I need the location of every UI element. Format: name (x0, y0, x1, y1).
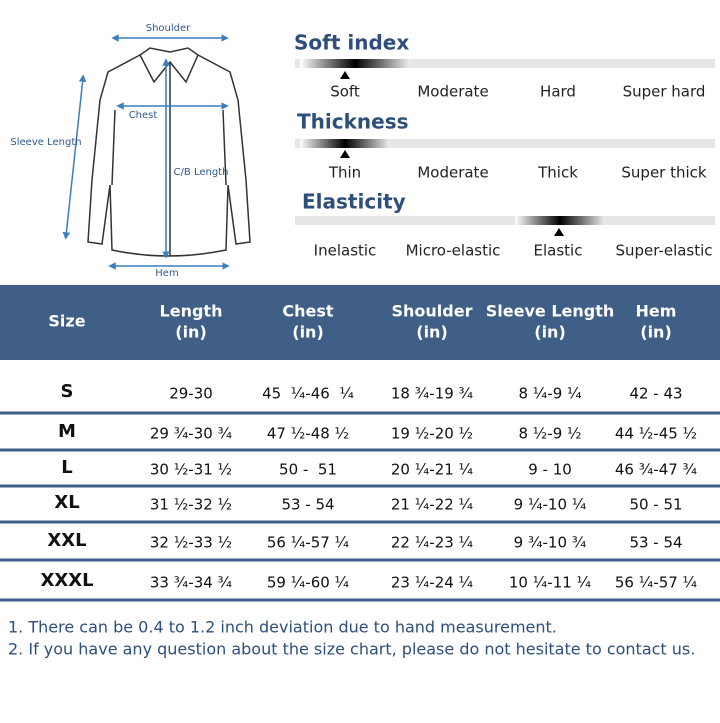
measure-arrows (62, 34, 230, 270)
header-cell: Sleeve Length (486, 302, 615, 321)
index-level: Hard (540, 83, 576, 101)
index-level: Inelastic (314, 242, 377, 260)
table-cell: 29 ¾-30 ¾ (150, 425, 233, 443)
index-level: Thick (537, 164, 578, 182)
label: Chest (129, 110, 158, 121)
index-level: Thin (328, 164, 361, 182)
table-cell: 33 ¾-34 ¾ (150, 574, 233, 592)
table-cell: 46 ¾-47 ¾ (615, 461, 698, 479)
table-cell: 18 ¾-19 ¾ (391, 385, 474, 403)
table-cell: 56 ¼-57 ¼ (615, 574, 698, 592)
header-cell: Shoulder (392, 302, 473, 321)
table-cell: 42 - 43 (629, 385, 682, 403)
index-level: Elastic (534, 242, 583, 260)
table-cell: 59 ¼-60 ¼ (267, 574, 350, 592)
index-title: Thickness (297, 110, 409, 134)
header-cell: Hem (636, 302, 677, 321)
header-cell: Length (160, 302, 223, 321)
note: 1. There can be 0.4 to 1.2 inch deviatio… (8, 618, 557, 637)
header-cell: (in) (534, 323, 566, 342)
header-cell: (in) (292, 323, 324, 342)
table-cell: 30 ½-31 ½ (150, 461, 232, 479)
table-cell: 9 ¼-10 ¼ (514, 496, 587, 514)
index-level: Moderate (417, 83, 488, 101)
header-cell: Chest (282, 302, 334, 321)
table-header-bg (0, 285, 720, 360)
index-level: Super hard (623, 83, 706, 101)
table-cell: 29-30 (169, 385, 213, 403)
size-cell: M (58, 421, 76, 442)
table-cell: 20 ¼-21 ¼ (391, 461, 474, 479)
header-cell: Size (48, 312, 85, 331)
table-cell: 23 ¼-24 ¼ (391, 574, 474, 592)
table-cell: 22 ¼-23 ¼ (391, 534, 474, 552)
index-level: Micro-elastic (406, 242, 501, 260)
shirt-drawing (87, 47, 251, 257)
index-bars (295, 59, 715, 236)
index-level: Super thick (621, 164, 707, 182)
table-cell: 10 ¼-11 ¼ (509, 574, 592, 592)
header-cell: (in) (640, 323, 672, 342)
table-cell: 50 - 51 (279, 461, 337, 479)
index-level: Moderate (417, 164, 488, 182)
header-cell: (in) (175, 323, 207, 342)
size-cell: L (61, 457, 72, 478)
size-cell: XXXL (40, 570, 93, 591)
table-cell: 53 - 54 (629, 534, 682, 552)
size-cell: XL (54, 492, 79, 513)
label: Sleeve Length (10, 137, 81, 148)
table-cell: 50 - 51 (629, 496, 682, 514)
index-title: Soft index (294, 31, 409, 55)
size-cell: XXL (47, 530, 86, 551)
label: Hem (155, 268, 178, 279)
label: Shoulder (146, 23, 191, 34)
size-table: Size Length (in) Chest (in) Shoulder (in) Sleev… (0, 302, 720, 602)
table-cell: 8 ½-9 ½ (518, 425, 581, 443)
table-cell: 9 - 10 (528, 461, 572, 479)
size-cell: S (61, 381, 74, 402)
header-cell: (in) (416, 323, 448, 342)
table-cell: 32 ½-33 ½ (150, 534, 232, 552)
index-level: Super-elastic (615, 242, 712, 260)
table-cell: 9 ¾-10 ¾ (514, 534, 587, 552)
table-cell: 45 ¼-46 ¼ (262, 385, 354, 403)
index-level: Soft (330, 83, 360, 101)
table-cell: 31 ½-32 ½ (150, 496, 232, 514)
index-title: Elasticity (302, 190, 406, 214)
table-cell: 21 ¼-22 ¼ (391, 496, 474, 514)
table-cell: 19 ½-20 ½ (391, 425, 473, 443)
note: 2. If you have any question about the si… (8, 640, 695, 659)
label: C/B Length (174, 167, 229, 178)
table-cell: 47 ½-48 ½ (267, 425, 349, 443)
table-cell: 53 - 54 (281, 496, 334, 514)
table-cell: 56 ¼-57 ¼ (267, 534, 350, 552)
table-cell: 44 ½-45 ½ (615, 425, 697, 443)
table-cell: 8 ¼-9 ¼ (518, 385, 582, 403)
